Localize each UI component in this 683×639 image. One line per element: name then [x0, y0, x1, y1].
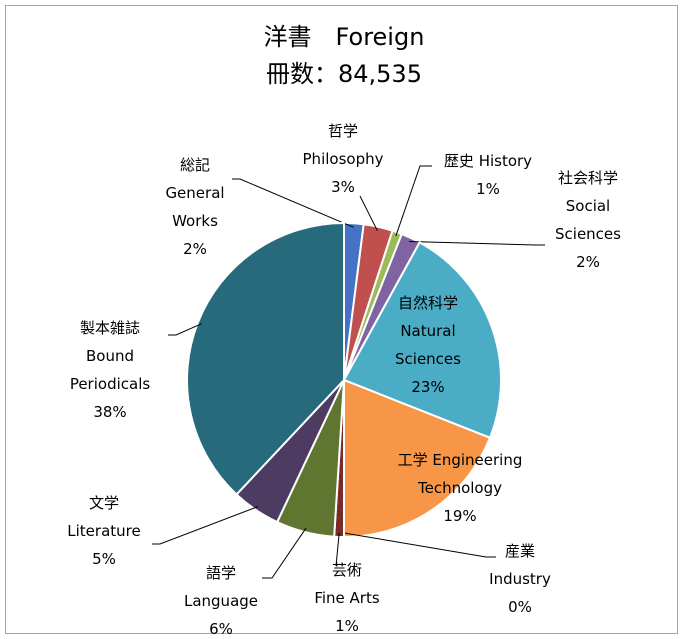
label-line: 自然科学	[398, 294, 458, 312]
label-line: 文学	[89, 494, 119, 512]
label-line: Literature	[67, 522, 140, 540]
leader-line	[168, 323, 202, 336]
slice-label: 社会科学 Social Sciences	[555, 169, 621, 243]
leader-line	[262, 527, 307, 579]
label-line: Bound	[86, 347, 134, 365]
leader-line	[395, 165, 432, 237]
label-line: Technology	[417, 479, 502, 497]
label-line: Sciences	[555, 225, 621, 243]
slice-label: 語学 Language	[184, 564, 258, 610]
slice-label: 産業 Industry	[489, 542, 551, 588]
label-line: Industry	[489, 570, 551, 588]
slice-label: 芸術 Fine Arts	[314, 561, 380, 607]
pie-slice	[342, 241, 502, 440]
leader-line	[359, 195, 378, 231]
label-line: Social	[566, 197, 610, 215]
slice-label: 自然科学 Natural Sciences	[395, 294, 461, 368]
label-line: Natural	[400, 322, 455, 340]
value-label: 2%	[576, 253, 600, 271]
label-line: 哲学	[328, 122, 358, 140]
value-label: 38%	[93, 403, 126, 421]
slice-label: 総記 General Works	[165, 156, 224, 230]
leader-line	[409, 241, 545, 246]
leader-line	[152, 506, 259, 545]
pie-slice	[186, 221, 345, 496]
label-line: 総記	[180, 156, 210, 174]
value-label: 0%	[508, 598, 532, 616]
label-line: 語学	[206, 564, 236, 582]
label-line: 社会科学	[558, 169, 618, 187]
leader-line	[232, 178, 354, 228]
slice-label: 歴史 History	[444, 152, 532, 170]
label-line: Periodicals	[70, 375, 151, 393]
value-label: 6%	[209, 620, 233, 638]
label-line: Fine Arts	[314, 589, 380, 607]
leader-line	[343, 532, 496, 558]
leader-line	[335, 532, 340, 567]
value-label: 23%	[411, 378, 444, 396]
label-line: 産業	[505, 542, 535, 560]
value-label: 5%	[92, 550, 116, 568]
label-line: 芸術	[332, 561, 362, 579]
value-label: 1%	[335, 617, 359, 635]
chart-title: 洋書 Foreign	[264, 23, 425, 51]
slice-label: 製本雑誌 Bound Periodicals	[70, 319, 151, 393]
label-line: 製本雑誌	[80, 319, 140, 337]
label-line: Works	[172, 212, 218, 230]
value-label: 19%	[443, 507, 476, 525]
slice-label: 文学 Literature	[67, 494, 140, 540]
value-label: 1%	[476, 180, 500, 198]
slice-label: 工学 Engineering Technology	[398, 451, 523, 497]
value-label: 3%	[331, 178, 355, 196]
chart-subtitle: 冊数：84,535	[266, 60, 422, 88]
value-label: 2%	[183, 240, 207, 258]
label-line: 歴史 History	[444, 152, 532, 170]
slice-label: 哲学 Philosophy	[303, 122, 384, 168]
label-line: 工学 Engineering	[398, 451, 523, 469]
label-line: Philosophy	[303, 150, 384, 168]
label-line: Sciences	[395, 350, 461, 368]
label-line: Language	[184, 592, 258, 610]
label-line: General	[165, 184, 224, 202]
